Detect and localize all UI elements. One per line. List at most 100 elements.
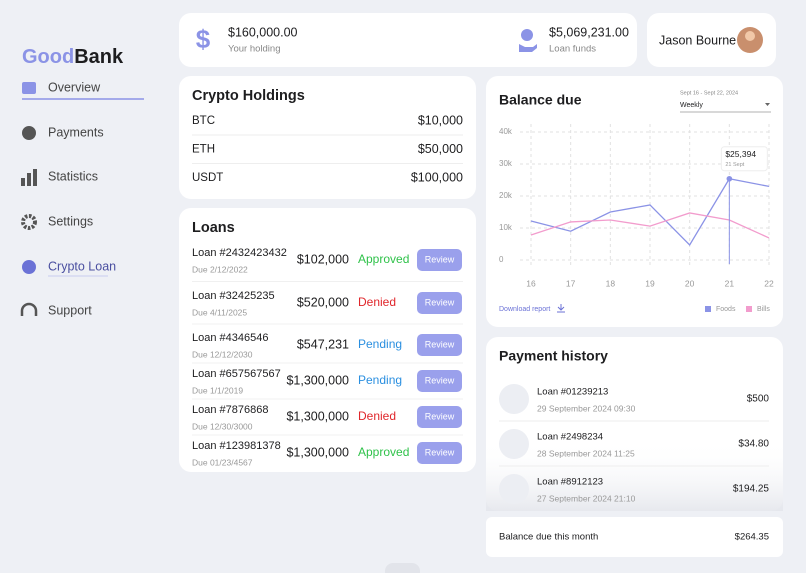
user-card xyxy=(647,13,776,67)
holding-amount: $160,000.00 xyxy=(228,25,298,39)
nav-item[interactable]: Overview xyxy=(48,80,101,94)
loan-status: Pending xyxy=(358,337,402,351)
payments-icon xyxy=(22,126,36,140)
tooltip-date: 21 Sept xyxy=(725,162,744,168)
payment-fade xyxy=(486,440,783,511)
holding-label: Your holding xyxy=(228,44,280,55)
review-label[interactable]: Review xyxy=(425,339,455,349)
dollar-icon: $ xyxy=(196,24,211,54)
review-button[interactable] xyxy=(417,249,462,271)
loan-funds-amount: $5,069,231.00 xyxy=(549,25,629,39)
avatar-face xyxy=(745,31,755,41)
settings-icon xyxy=(21,214,37,230)
loan-amount: $1,300,000 xyxy=(286,409,349,423)
crypto-symbol: BTC xyxy=(192,115,215,127)
crypto-value: $10,000 xyxy=(418,113,463,127)
loans-title: Loans xyxy=(192,220,235,236)
logo-second: Bank xyxy=(74,46,124,68)
review-label[interactable]: Review xyxy=(425,375,455,385)
loan-status: Denied xyxy=(358,409,396,423)
x-tick-label: 16 xyxy=(526,278,536,288)
review-label[interactable]: Review xyxy=(425,254,455,264)
crypto-value: $50,000 xyxy=(418,142,463,156)
nav-item[interactable]: Settings xyxy=(48,214,93,228)
crypto-card xyxy=(179,76,476,199)
legend-swatch xyxy=(705,306,711,312)
legend-label: Foods xyxy=(716,306,736,313)
payment-amount: $194.25 xyxy=(733,484,770,495)
statistics-icon xyxy=(21,169,37,186)
loan-status: Approved xyxy=(358,252,409,266)
support-icon xyxy=(20,302,38,316)
crypto-value: $100,000 xyxy=(411,170,463,184)
loan-amount: $1,300,000 xyxy=(286,445,349,459)
payment-id: Loan #2498234 xyxy=(537,432,603,443)
y-tick-label: 0 xyxy=(499,255,504,264)
loan-due: Due 12/30/3000 xyxy=(192,421,253,431)
wallet-icon xyxy=(22,82,36,94)
review-button[interactable] xyxy=(417,370,462,392)
review-label[interactable]: Review xyxy=(425,447,455,457)
nav-item[interactable]: Payments xyxy=(48,125,104,139)
download-link[interactable]: Download report xyxy=(499,306,550,313)
payment-amount: $500 xyxy=(747,394,770,405)
loan-amount: $1,300,000 xyxy=(286,373,349,387)
loan-amount: $102,000 xyxy=(297,252,349,266)
loan-due: Due 1/1/2019 xyxy=(192,385,243,395)
payment-avatar xyxy=(499,474,529,504)
y-tick-label: 30k xyxy=(499,159,513,168)
summary-card xyxy=(179,13,637,67)
loan-due: Due 4/11/2025 xyxy=(192,307,247,317)
review-button[interactable] xyxy=(417,406,462,428)
x-tick-label: 17 xyxy=(566,278,576,288)
tooltip xyxy=(720,146,768,172)
loan-id: Loan #123981378 xyxy=(192,440,281,452)
review-button[interactable] xyxy=(417,442,462,464)
nav-item[interactable]: Crypto Loan xyxy=(48,259,116,273)
payment-date: 28 September 2024 11:25 xyxy=(537,448,635,458)
loan-id: Loan #4346546 xyxy=(192,332,268,344)
nav-item[interactable]: Statistics xyxy=(48,169,98,183)
crypto-icon xyxy=(22,260,36,274)
x-tick-label: 20 xyxy=(685,278,695,288)
loan-status: Approved xyxy=(358,445,409,459)
x-tick-label: 22 xyxy=(764,278,774,288)
payment-amount: $34.80 xyxy=(738,439,769,450)
loan-due: Due 2/12/2022 xyxy=(192,264,248,274)
loan-status: Denied xyxy=(358,295,396,309)
review-label[interactable]: Review xyxy=(425,411,455,421)
loan-funds-label: Loan funds xyxy=(549,44,596,55)
loan-due: Due 12/12/2030 xyxy=(192,349,253,359)
loan-status: Pending xyxy=(358,373,402,387)
review-button[interactable] xyxy=(417,334,462,356)
review-button[interactable] xyxy=(417,292,462,314)
period-select[interactable]: Weekly xyxy=(680,102,703,109)
review-label[interactable]: Review xyxy=(425,297,455,307)
chart-subtitle: Sept 16 - Sept 22, 2024 xyxy=(680,90,738,96)
select-arrow xyxy=(765,103,770,106)
loan-due: Due 01/23/4567 xyxy=(192,457,253,467)
tooltip-value: $25,394 xyxy=(725,149,756,159)
x-tick-label: 21 xyxy=(725,278,735,288)
crypto-symbol: USDT xyxy=(192,172,223,184)
user-name[interactable]: Jason Bourne xyxy=(659,33,736,47)
x-tick-label: 19 xyxy=(645,278,655,288)
chart-title: Balance due xyxy=(499,92,582,108)
crypto-symbol: ETH xyxy=(192,144,215,156)
hand-coin-icon xyxy=(513,29,537,52)
loan-id: Loan #7876868 xyxy=(192,404,268,416)
y-tick-label: 10k xyxy=(499,223,513,232)
crypto-title: Crypto Holdings xyxy=(192,88,305,104)
loan-id: Loan #2432423432 xyxy=(192,247,287,259)
payment-avatar xyxy=(499,384,529,414)
legend-label: Bills xyxy=(757,306,770,313)
payment-id: Loan #8912123 xyxy=(537,477,603,488)
bottom-handle xyxy=(385,563,420,573)
loan-amount: $547,231 xyxy=(297,337,349,351)
loans-card xyxy=(179,208,476,472)
footer-label: Balance due this month xyxy=(499,532,598,543)
y-tick-label: 40k xyxy=(499,127,513,136)
nav-item[interactable]: Support xyxy=(48,303,92,317)
loan-amount: $520,000 xyxy=(297,295,349,309)
